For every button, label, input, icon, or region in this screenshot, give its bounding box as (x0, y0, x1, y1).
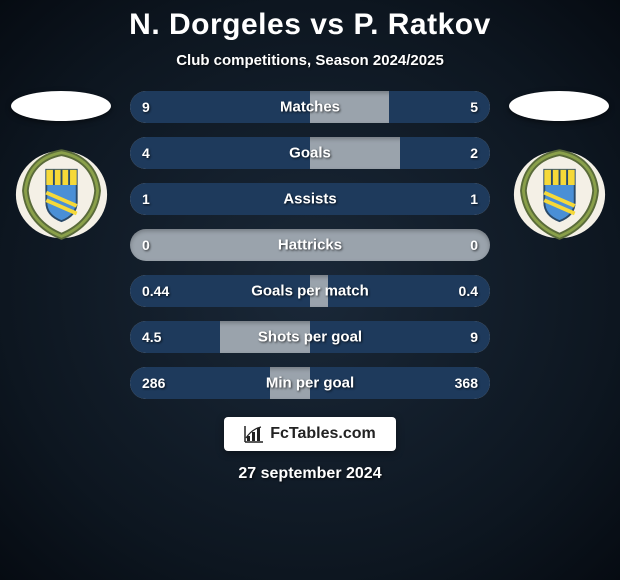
stat-value-left: 0 (142, 237, 150, 253)
comparison-card: N. Dorgeles vs P. Ratkov Club competitio… (0, 0, 620, 580)
stat-value-left: 9 (142, 99, 150, 115)
left-side (6, 91, 116, 242)
stat-value-left: 286 (142, 375, 165, 391)
stat-label: Min per goal (266, 375, 354, 392)
stat-value-right: 0.4 (459, 283, 478, 299)
stat-bar: 1 1 Assists (130, 183, 490, 215)
stat-bar: 4.5 9 Shots per goal (130, 321, 490, 353)
stat-label: Hattricks (278, 237, 342, 254)
stat-value-right: 2 (470, 145, 478, 161)
right-side (504, 91, 614, 242)
footer: FcTables.com 27 september 2024 (224, 417, 396, 483)
stat-value-right: 9 (470, 329, 478, 345)
brand-text: FcTables.com (270, 425, 376, 443)
stat-value-right: 5 (470, 99, 478, 115)
chart-icon (244, 425, 264, 443)
brand-logo: FcTables.com (224, 417, 396, 451)
stat-label: Goals per match (251, 283, 369, 300)
stat-bar: 9 5 Matches (130, 91, 490, 123)
stat-fill-right (310, 183, 490, 215)
player2-name: P. Ratkov (353, 8, 490, 41)
stat-bars: 95Matches42Goals11Assists00Hattricks0.44… (130, 91, 490, 399)
stat-bar: 0 0 Hattricks (130, 229, 490, 261)
stat-bar: 4 2 Goals (130, 137, 490, 169)
stat-fill-left (130, 137, 310, 169)
stat-label: Assists (283, 191, 336, 208)
stat-bar: 286 368 Min per goal (130, 367, 490, 399)
main-row: 95Matches42Goals11Assists00Hattricks0.44… (0, 91, 620, 399)
stat-label: Shots per goal (258, 329, 362, 346)
stat-bar: 0.44 0.4 Goals per match (130, 275, 490, 307)
player1-name: N. Dorgeles (129, 8, 301, 41)
player2-flag-icon (509, 91, 609, 121)
stat-label: Goals (289, 145, 331, 162)
stat-value-left: 0.44 (142, 283, 169, 299)
stat-label: Matches (280, 99, 340, 116)
player2-club-crest-icon (512, 147, 607, 242)
date-text: 27 september 2024 (238, 465, 381, 483)
player1-flag-icon (11, 91, 111, 121)
stat-value-right: 368 (455, 375, 478, 391)
vs-text: vs (310, 8, 344, 41)
title: N. Dorgeles vs P. Ratkov (129, 8, 491, 42)
stat-value-left: 4 (142, 145, 150, 161)
stat-value-right: 0 (470, 237, 478, 253)
stat-value-left: 4.5 (142, 329, 161, 345)
subtitle: Club competitions, Season 2024/2025 (176, 52, 444, 69)
stat-value-left: 1 (142, 191, 150, 207)
stat-value-right: 1 (470, 191, 478, 207)
player1-club-crest-icon (14, 147, 109, 242)
